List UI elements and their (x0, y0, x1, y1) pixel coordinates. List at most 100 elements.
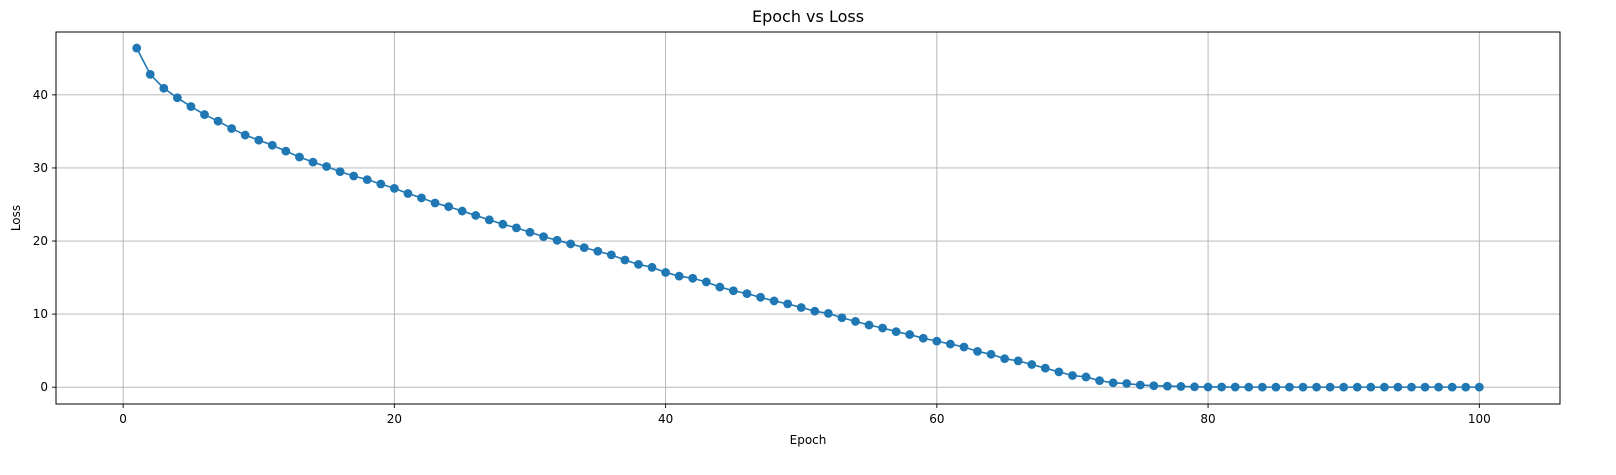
loss-point (769, 296, 779, 306)
loss-point (1135, 380, 1145, 390)
loss-point (986, 349, 996, 359)
loss-point (783, 299, 793, 309)
loss-point (539, 232, 548, 242)
loss-point (1461, 382, 1471, 392)
loss-point (1190, 382, 1199, 392)
loss-point (1312, 382, 1321, 392)
loss-point (227, 124, 237, 133)
loss-point (552, 235, 562, 245)
loss-point (186, 102, 196, 111)
loss-point (647, 262, 657, 272)
loss-point (1393, 382, 1403, 392)
loss-point (566, 239, 576, 249)
loss-point (525, 227, 535, 237)
loss-point (267, 140, 277, 150)
loss-point (1339, 382, 1349, 392)
y-tick-label: 30 (33, 161, 48, 175)
loss-point (1122, 379, 1132, 388)
loss-point (945, 339, 955, 349)
loss-point (362, 175, 372, 185)
loss-point (837, 313, 847, 323)
loss-point (742, 289, 752, 299)
loss-point (973, 346, 982, 356)
y-tick-label: 20 (33, 234, 48, 248)
loss-point (1081, 372, 1091, 382)
loss-point (878, 323, 887, 333)
loss-point (593, 246, 603, 256)
loss-point (444, 202, 454, 212)
loss-point (1230, 382, 1240, 392)
loss-point (1000, 354, 1010, 364)
loss-point (430, 198, 440, 208)
x-tick-label: 0 (119, 412, 127, 426)
loss-point (864, 320, 874, 330)
loss-point (1108, 378, 1118, 388)
loss-point (959, 342, 969, 352)
loss-point (335, 167, 345, 176)
y-axis-label: Loss (9, 205, 23, 231)
loss-point (905, 330, 915, 339)
loss-point (579, 243, 589, 252)
plot-frame (55, 31, 1561, 405)
loss-point (389, 184, 399, 193)
loss-point (1298, 382, 1308, 392)
loss-point (132, 43, 142, 53)
loss-point (674, 271, 684, 281)
loss-point (701, 277, 711, 287)
loss-point (213, 116, 223, 126)
loss-point (1352, 382, 1362, 392)
loss-point (1434, 382, 1444, 392)
x-tick-label: 40 (658, 412, 673, 426)
loss-point (851, 317, 860, 326)
loss-point (172, 93, 182, 103)
loss-point (1379, 382, 1389, 392)
loss-point (796, 303, 806, 312)
loss-point (1203, 382, 1213, 392)
loss-point (823, 308, 833, 318)
loss-point (1013, 356, 1023, 366)
loss-point (512, 223, 521, 233)
loss-point (661, 268, 671, 277)
loss-point (1257, 382, 1267, 392)
axis-ticks: 0 20 40 60 80 100 0 10 20 30 40 (33, 88, 1491, 426)
loss-point (349, 171, 359, 181)
loss-point (1217, 382, 1227, 392)
loss-point (1271, 382, 1281, 392)
x-axis-label: Epoch (790, 433, 827, 447)
loss-point (606, 250, 616, 260)
loss-point (1420, 382, 1430, 392)
loss-point (145, 69, 155, 79)
loss-point (376, 179, 386, 189)
loss-point (471, 211, 481, 220)
loss-point (1054, 367, 1064, 377)
loss-point (1162, 381, 1172, 391)
loss-point (729, 286, 738, 296)
loss-point (715, 282, 725, 292)
loss-point (620, 255, 630, 265)
grid (56, 32, 1560, 404)
x-tick-label: 100 (1468, 412, 1491, 426)
loss-point (1068, 371, 1077, 380)
loss-point (1149, 381, 1159, 391)
loss-point (1407, 382, 1416, 392)
loss-point (484, 215, 494, 225)
x-tick-label: 80 (1200, 412, 1215, 426)
loss-point (240, 130, 250, 140)
loss-point (1244, 382, 1254, 392)
loss-point (1366, 382, 1376, 392)
loss-point (918, 333, 928, 343)
y-tick-label: 40 (33, 88, 48, 102)
loss-point (417, 193, 426, 203)
loss-point (254, 135, 264, 145)
y-tick-label: 0 (40, 380, 48, 394)
loss-point (281, 146, 291, 156)
loss-point (159, 83, 169, 93)
loss-point (1474, 382, 1484, 392)
chart-title: Epoch vs Loss (752, 7, 864, 26)
loss-point (1285, 382, 1294, 392)
loss-point (457, 206, 467, 216)
loss-point (1095, 376, 1104, 386)
loss-point (1040, 363, 1050, 373)
